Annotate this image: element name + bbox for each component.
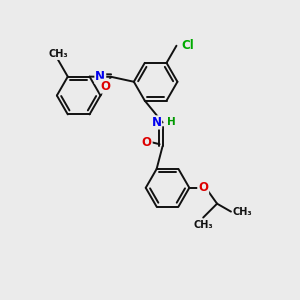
- Text: O: O: [142, 136, 152, 149]
- Text: CH₃: CH₃: [233, 207, 253, 217]
- Text: O: O: [101, 80, 111, 93]
- Text: O: O: [198, 181, 208, 194]
- Text: Cl: Cl: [182, 39, 194, 52]
- Text: N: N: [95, 70, 105, 83]
- Text: H: H: [167, 117, 175, 128]
- Text: N: N: [152, 116, 162, 129]
- Text: CH₃: CH₃: [48, 50, 68, 59]
- Text: CH₃: CH₃: [194, 220, 213, 230]
